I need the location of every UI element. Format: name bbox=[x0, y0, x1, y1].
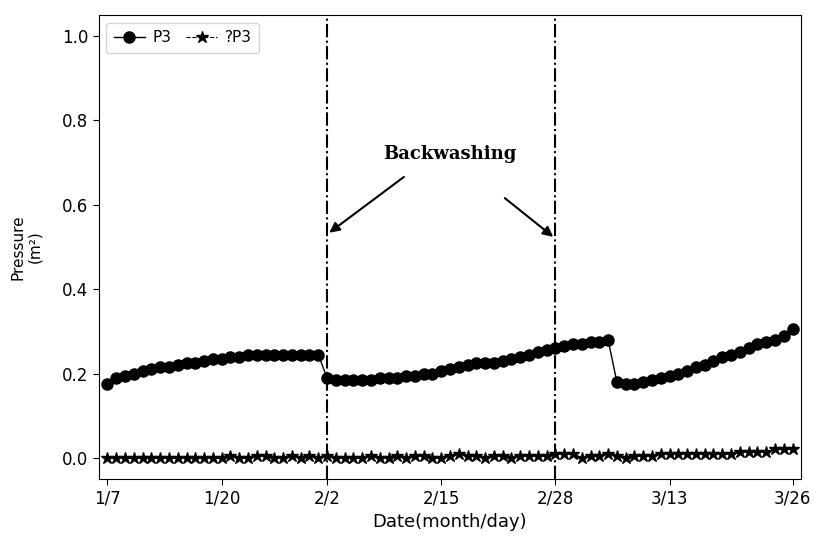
∆P3 bbox=[498, 453, 508, 459]
P3 bbox=[270, 351, 280, 358]
Legend: P3, ?P3: P3, ?P3 bbox=[107, 22, 259, 53]
∆P3 bbox=[384, 455, 394, 461]
P3 bbox=[287, 351, 297, 358]
Line: ∆P3: ∆P3 bbox=[101, 443, 799, 464]
P3 bbox=[787, 326, 797, 333]
∆P3 bbox=[603, 450, 613, 457]
P3 bbox=[603, 336, 613, 343]
Line: P3: P3 bbox=[102, 324, 798, 390]
P3 bbox=[384, 375, 394, 381]
∆P3 bbox=[287, 453, 297, 459]
P3 bbox=[375, 375, 385, 381]
∆P3 bbox=[770, 446, 780, 453]
X-axis label: Date(month/day): Date(month/day) bbox=[373, 513, 528, 531]
∆P3 bbox=[375, 455, 385, 461]
Y-axis label: Pressure
(m²): Pressure (m²) bbox=[10, 214, 42, 280]
∆P3 bbox=[270, 455, 280, 461]
P3 bbox=[103, 381, 112, 388]
Text: Backwashing: Backwashing bbox=[383, 145, 517, 163]
P3 bbox=[498, 358, 508, 364]
∆P3 bbox=[103, 455, 112, 461]
∆P3 bbox=[787, 446, 797, 453]
